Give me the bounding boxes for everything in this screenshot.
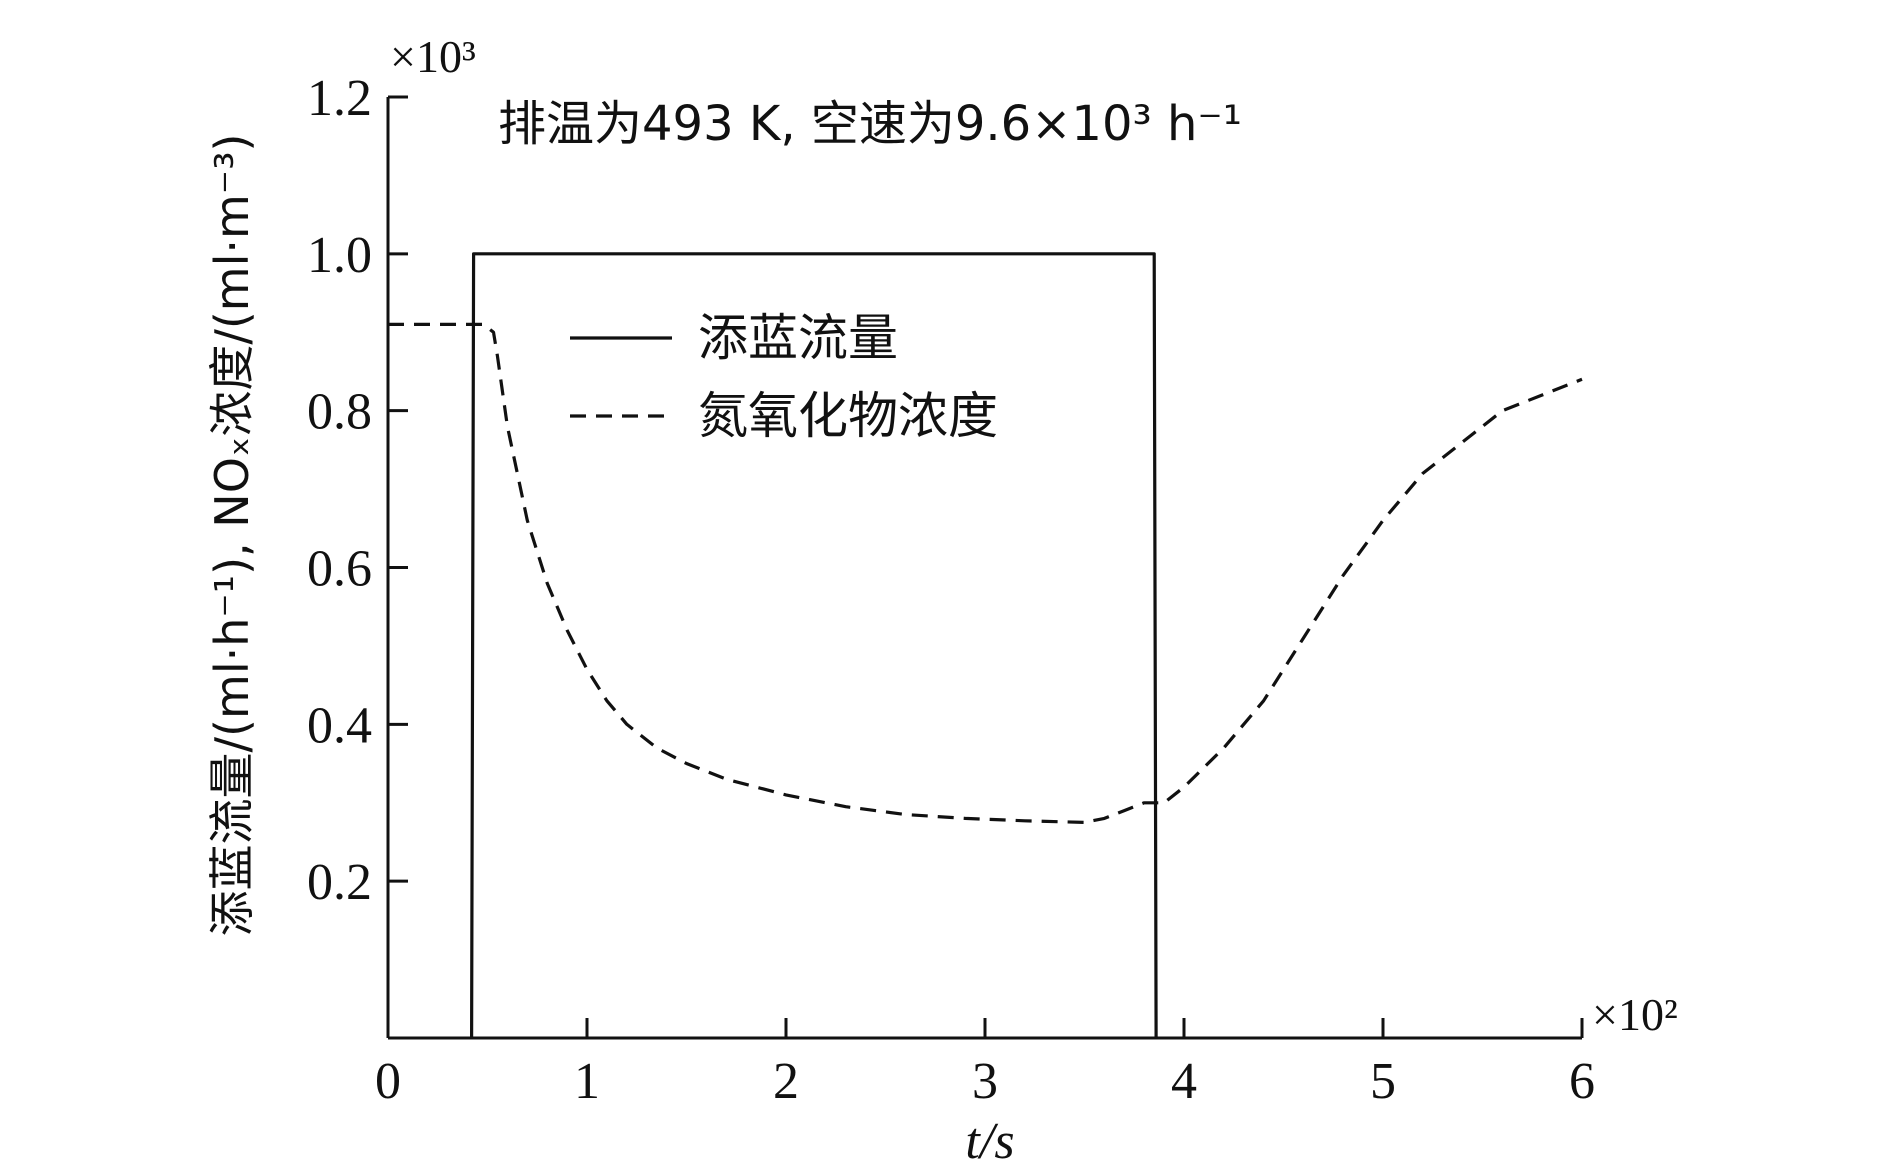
x-axis-multiplier: ×10² [1592, 989, 1678, 1040]
chart-annotation: 排温为493 K, 空速为9.6×10³ h⁻¹ [498, 96, 1242, 152]
y-tick-label: 0.2 [307, 854, 372, 911]
y-tick-label: 0.6 [307, 541, 372, 598]
y-tick-label: 1.2 [307, 70, 372, 127]
x-tick-label: 6 [1569, 1053, 1595, 1110]
y-tick-label: 0.4 [307, 697, 372, 754]
x-tick-label: 0 [375, 1053, 401, 1110]
axes: 0 1 2 3 4 5 6 0.2 0.4 0.6 0.8 1.0 1.2 [307, 70, 1595, 1110]
x-tick-label: 3 [972, 1053, 998, 1110]
x-axis-label: t/s [965, 1113, 1014, 1163]
legend-label: 氮氧化物浓度 [698, 387, 998, 445]
y-tick-label: 0.8 [307, 384, 372, 441]
series-line-1 [470, 252, 1158, 1039]
x-tick-label: 4 [1171, 1053, 1197, 1110]
y-axis-label: 添蓝流量/(ml·h⁻¹), NOₓ浓度/(ml·m⁻³) [205, 134, 259, 937]
legend-label: 添蓝流量 [698, 309, 898, 367]
x-tick-label: 5 [1370, 1053, 1396, 1110]
y-axis-multiplier: ×10³ [390, 31, 476, 82]
y-tick-label: 1.0 [307, 227, 372, 284]
series-line-2 [388, 322, 1583, 824]
x-tick-label: 2 [773, 1053, 799, 1110]
x-tick-label: 1 [574, 1053, 600, 1110]
series-layer [388, 252, 1583, 1039]
